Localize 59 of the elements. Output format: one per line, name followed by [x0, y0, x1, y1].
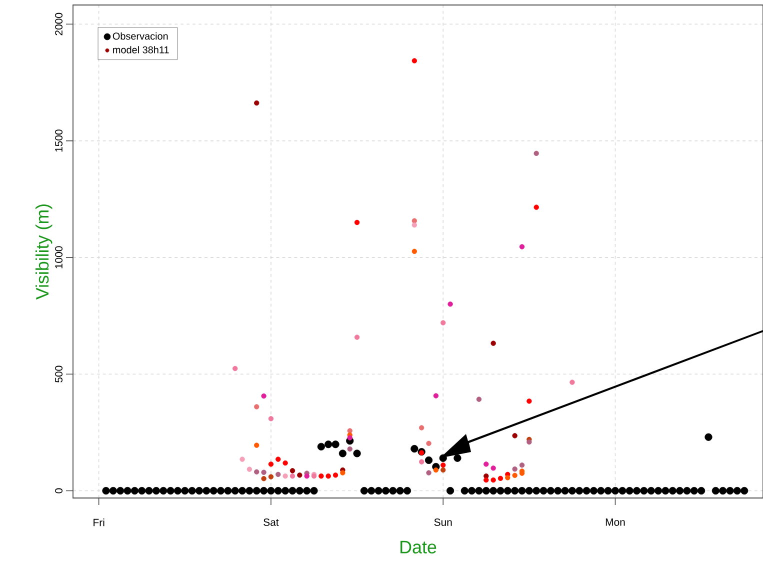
point: [318, 473, 324, 479]
y-tick-label: 2000: [55, 12, 62, 36]
point: [347, 428, 352, 434]
y-axis-title: Visibility (m): [36, 204, 52, 300]
point: [418, 459, 424, 464]
point: [276, 472, 281, 478]
point: [282, 460, 288, 466]
point: [304, 473, 310, 479]
point: [326, 473, 331, 479]
point: [412, 58, 418, 64]
legend-label: model 38h11: [113, 46, 169, 54]
point: [290, 473, 296, 479]
y-tick-label: 500: [55, 366, 62, 382]
x-tick-label: Sat: [264, 518, 279, 526]
y-tick-label: 0: [55, 488, 62, 494]
legend-label: Observacion: [112, 32, 168, 40]
point: [276, 456, 281, 462]
point: [232, 366, 238, 372]
point: [412, 218, 418, 224]
point: [254, 100, 260, 106]
point: [268, 416, 274, 422]
point: [498, 476, 504, 481]
point: [448, 302, 453, 307]
point: [254, 404, 260, 410]
point: [519, 244, 525, 250]
point: [570, 380, 575, 385]
point: [484, 462, 489, 467]
point: [526, 398, 532, 404]
point: [297, 472, 302, 478]
point: [282, 473, 288, 479]
point: [512, 466, 518, 472]
point: [440, 320, 446, 326]
point: [354, 220, 360, 226]
point: [261, 476, 266, 482]
x-tick-label: Sun: [434, 518, 452, 526]
point: [433, 393, 439, 398]
point: [426, 470, 432, 476]
point: [240, 456, 245, 462]
point: [354, 334, 360, 340]
y-tick-label: 1500: [55, 130, 62, 152]
point: [490, 340, 496, 346]
point: [418, 425, 424, 430]
point: [412, 248, 418, 254]
point: [332, 472, 338, 478]
point: [246, 466, 252, 472]
y-tick-label: 1000: [55, 246, 62, 268]
point: [490, 466, 496, 471]
point: [268, 474, 274, 480]
point: [261, 470, 266, 475]
x-axis-title: Date: [400, 540, 436, 554]
point: [440, 467, 446, 473]
point: [412, 222, 418, 228]
point: [519, 462, 525, 468]
x-tick-label: Fri: [94, 518, 104, 526]
point: [261, 393, 266, 399]
x-tick-label: Mon: [606, 518, 625, 526]
point: [290, 468, 296, 474]
point: [512, 433, 518, 438]
point: [426, 440, 432, 446]
